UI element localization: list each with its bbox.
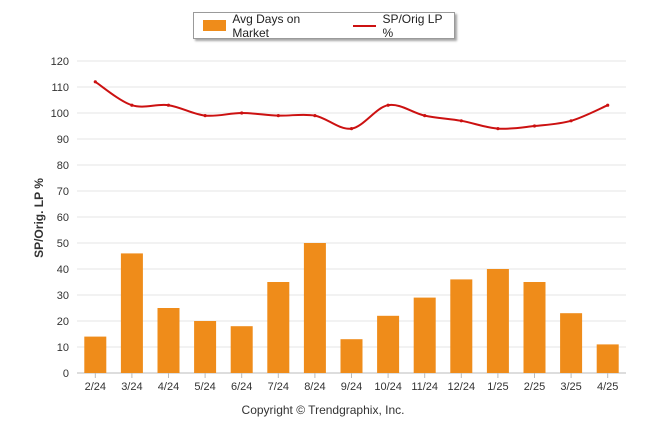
bar [523, 282, 546, 373]
line-point [93, 80, 97, 84]
line-point [459, 119, 463, 123]
line-point [496, 127, 500, 131]
legend-item-bar[interactable]: Avg Days on Market [194, 12, 337, 40]
line-point [532, 124, 537, 128]
legend-line-swatch [353, 24, 377, 27]
x-tick-label: 3/25 [560, 381, 581, 393]
bar [120, 253, 143, 373]
y-tick-label: 120 [51, 56, 69, 68]
bar [267, 282, 290, 373]
line-point [569, 119, 573, 123]
bar [413, 297, 436, 373]
line-point [349, 127, 354, 131]
y-tick-label: 40 [57, 264, 69, 276]
y-tick-label: 110 [51, 82, 69, 94]
line-point [313, 114, 317, 118]
bar [84, 336, 107, 373]
bar [230, 326, 253, 373]
line-point [386, 103, 390, 107]
line-point [606, 103, 610, 107]
y-tick-label: 10 [57, 342, 69, 354]
x-tick-label: 12/24 [448, 381, 476, 393]
x-tick-label: 3/24 [121, 381, 142, 393]
legend-bar-swatch [203, 20, 227, 31]
x-tick-label: 6/24 [231, 381, 252, 393]
bar [194, 321, 217, 373]
bar [596, 344, 619, 373]
x-tick-label: 9/24 [341, 381, 362, 393]
line-point [203, 114, 207, 118]
bar [450, 279, 473, 373]
line-point [276, 114, 280, 118]
copyright-text: Copyright © Trendgraphix, Inc. [241, 403, 405, 417]
line-series [94, 80, 609, 130]
x-tick-label: 10/24 [374, 381, 402, 393]
x-tick-label: 2/25 [524, 381, 545, 393]
legend: Avg Days on Market SP/Orig LP % [193, 12, 455, 40]
bar [303, 243, 326, 373]
y-tick-label: 70 [57, 186, 69, 198]
bar [486, 269, 509, 373]
x-tick-label: 7/24 [268, 381, 289, 393]
bar [560, 313, 583, 373]
line-point [166, 103, 171, 107]
y-tick-label: 60 [57, 212, 69, 224]
y-tick-label: 50 [57, 238, 69, 250]
x-tick-label: 4/24 [158, 381, 179, 393]
x-tick-label: 11/24 [411, 381, 438, 393]
y-tick-label: 90 [57, 134, 69, 146]
y-tick-label: 20 [57, 316, 69, 328]
y-tick-label: 80 [57, 160, 69, 172]
y-tick-label: 0 [63, 368, 69, 380]
x-tick-label: 4/25 [597, 381, 618, 393]
legend-line-label: SP/Orig LP % [382, 11, 443, 40]
x-tick-label: 1/25 [487, 381, 508, 393]
line-point [130, 103, 134, 107]
y-axis-title: SP/Orig. LP % [32, 178, 46, 258]
x-tick-label: 2/24 [85, 381, 106, 393]
line-point [423, 114, 427, 118]
y-tick-label: 30 [57, 290, 69, 302]
legend-item-line[interactable]: SP/Orig LP % [337, 12, 454, 40]
bar [340, 339, 363, 373]
y-tick-label: 100 [51, 108, 69, 120]
x-tick-label: 5/24 [194, 381, 215, 393]
bar [157, 308, 180, 373]
line-point [240, 111, 244, 115]
legend-bar-label: Avg Days on Market [232, 11, 301, 40]
x-tick-label: 8/24 [304, 381, 325, 393]
bar [377, 315, 400, 373]
